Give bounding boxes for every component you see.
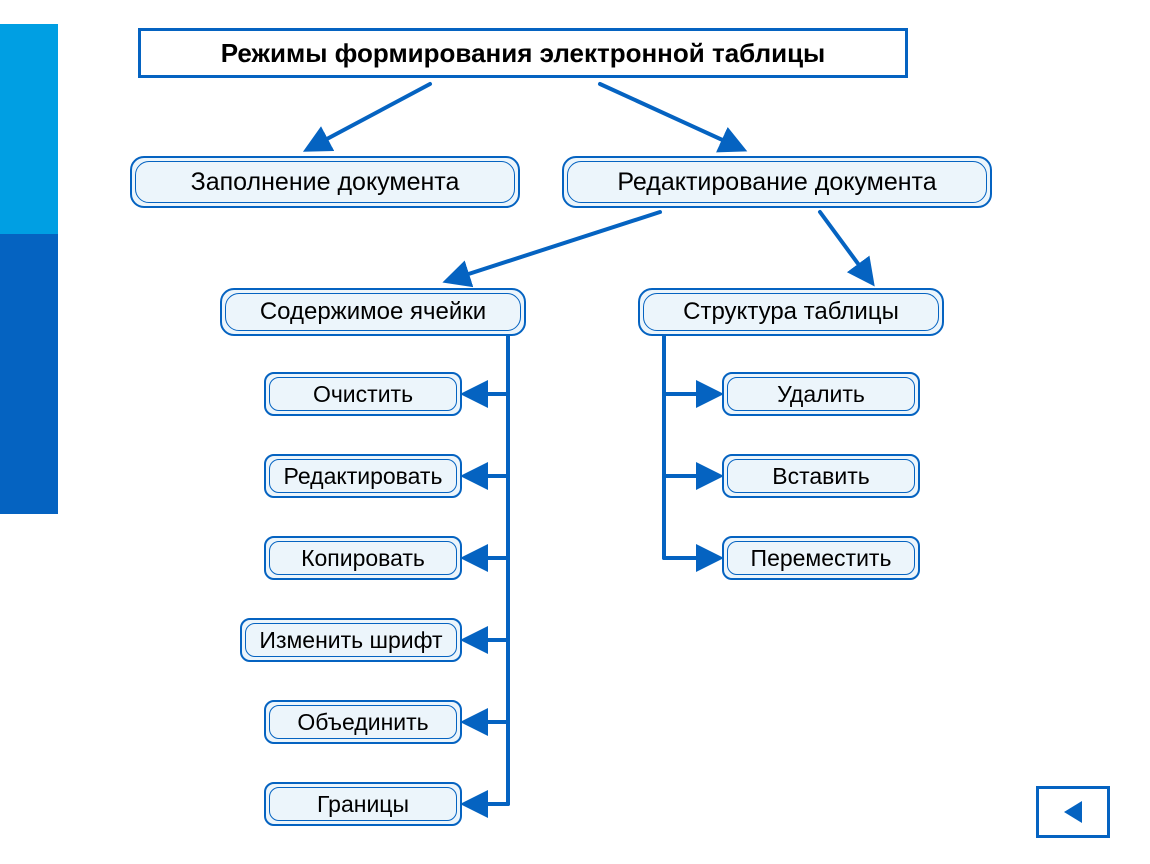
nav-back-button[interactable] [1036, 786, 1110, 838]
node-cell-op-2: Копировать [264, 536, 462, 580]
node-label: Вставить [772, 463, 870, 490]
node-label: Объединить [297, 709, 428, 736]
node-label: Копировать [301, 545, 425, 572]
node-label: Редактировать [284, 463, 443, 490]
node-struct-op-2: Переместить [722, 536, 920, 580]
node-label: Удалить [777, 381, 865, 408]
node-cell-op-5: Границы [264, 782, 462, 826]
node-cell-op-1: Редактировать [264, 454, 462, 498]
node-cell-op-4: Объединить [264, 700, 462, 744]
triangle-left-icon [1058, 797, 1088, 827]
node-label: Структура таблицы [683, 298, 899, 326]
node-label: Границы [317, 791, 409, 818]
node-label: Переместить [751, 545, 892, 572]
node-cell-op-0: Очистить [264, 372, 462, 416]
node-label: Изменить шрифт [259, 627, 442, 654]
stage: Режимы формирования электронной таблицы … [0, 0, 1150, 864]
node-cell-content: Содержимое ячейки [220, 288, 526, 336]
sidebar-accent-top [0, 24, 58, 234]
node-struct-op-0: Удалить [722, 372, 920, 416]
node-fill-document: Заполнение документа [130, 156, 520, 208]
node-struct-op-1: Вставить [722, 454, 920, 498]
diagram-title: Режимы формирования электронной таблицы [138, 28, 908, 78]
sidebar-accent-bottom [0, 234, 58, 514]
node-label: Редактирование документа [617, 168, 936, 197]
node-label: Содержимое ячейки [260, 298, 486, 326]
node-cell-op-3: Изменить шрифт [240, 618, 462, 662]
diagram-title-text: Режимы формирования электронной таблицы [221, 38, 826, 69]
node-edit-document: Редактирование документа [562, 156, 992, 208]
node-label: Заполнение документа [191, 168, 460, 197]
node-label: Очистить [313, 381, 413, 408]
connectors-layer [0, 0, 1150, 864]
node-table-structure: Структура таблицы [638, 288, 944, 336]
